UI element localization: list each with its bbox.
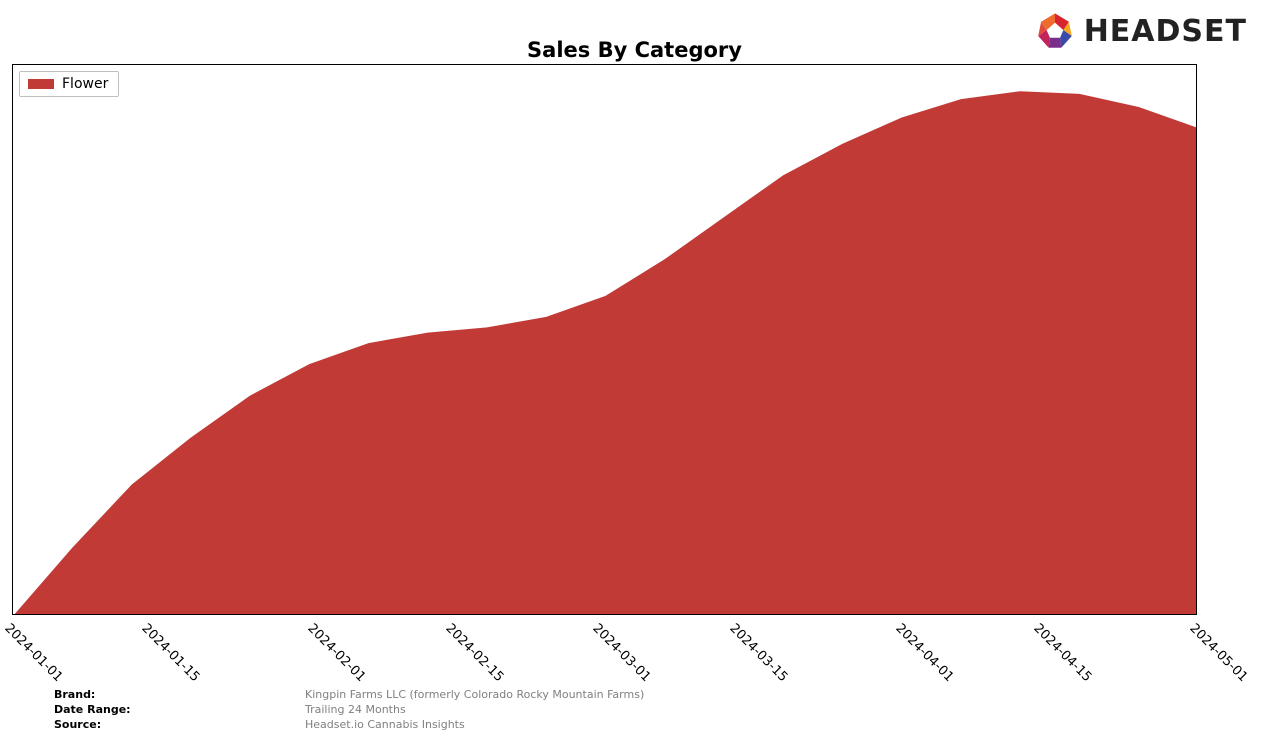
headset-logo-icon [1034, 10, 1076, 52]
meta-value: Trailing 24 Months [305, 703, 406, 718]
area-series-flower [13, 91, 1197, 615]
meta-label: Date Range: [54, 703, 131, 718]
x-tick-label: 2024-02-01 [305, 621, 369, 685]
x-tick-label: 2024-04-15 [1030, 621, 1094, 685]
legend-swatch [28, 79, 54, 89]
x-tick-label: 2024-01-15 [139, 621, 203, 685]
meta-label: Source: [54, 718, 101, 733]
x-tick-label: 2024-04-01 [893, 621, 957, 685]
meta-value: Kingpin Farms LLC (formerly Colorado Roc… [305, 688, 644, 703]
x-tick-label: 2024-01-01 [1, 621, 65, 685]
headset-logo-text: HEADSET [1084, 14, 1247, 49]
meta-value: Headset.io Cannabis Insights [305, 718, 465, 733]
meta-label: Brand: [54, 688, 95, 703]
legend-label: Flower [62, 76, 108, 92]
area-chart-svg [13, 65, 1197, 615]
chart-plot-area: Flower [12, 64, 1197, 615]
x-tick-label: 2024-02-15 [442, 621, 506, 685]
x-tick-label: 2024-03-15 [727, 621, 791, 685]
x-tick-label: 2024-03-01 [589, 621, 653, 685]
x-tick-label: 2024-05-01 [1186, 621, 1250, 685]
headset-logo: HEADSET [1034, 10, 1247, 52]
chart-legend: Flower [19, 71, 119, 97]
chart-container: Sales By Category HEADSET Flower 2024-01… [0, 0, 1269, 740]
